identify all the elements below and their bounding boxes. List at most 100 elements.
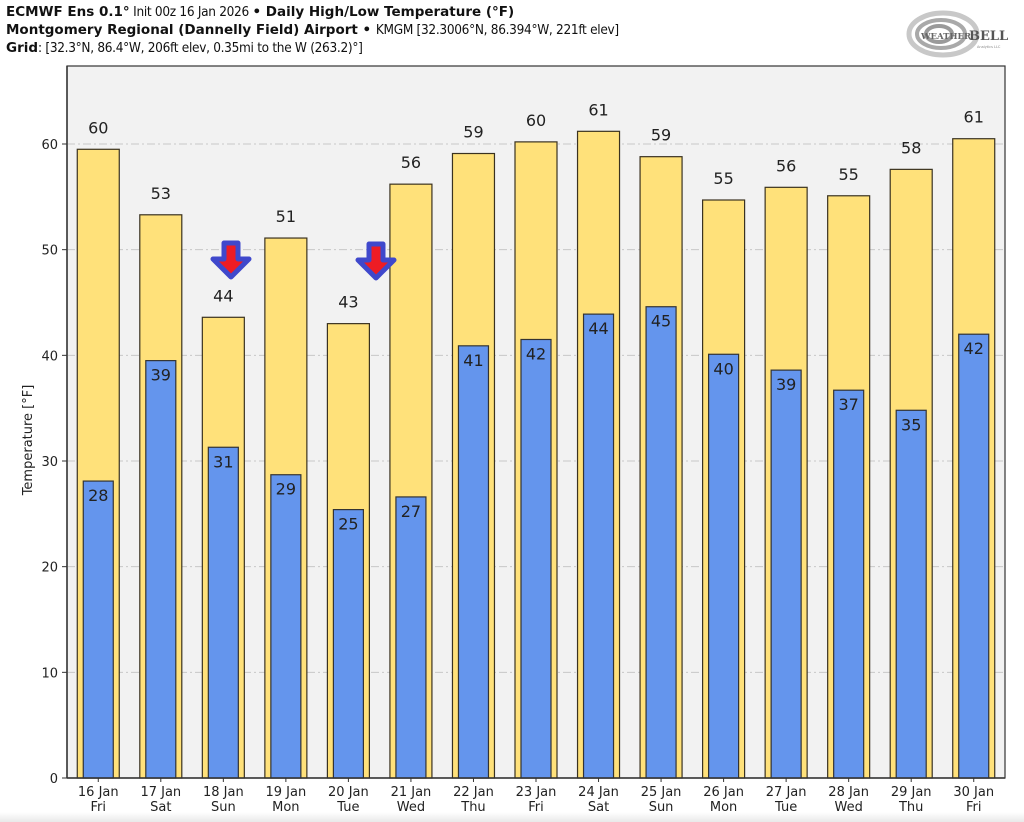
x-tick-date: 30 Jan	[953, 785, 994, 800]
separator: •	[252, 4, 262, 20]
x-tick-date: 17 Jan	[140, 785, 181, 800]
low-value-label: 42	[964, 339, 984, 358]
x-tick-date: 20 Jan	[328, 785, 369, 800]
bottom-edge	[0, 812, 1024, 822]
high-value-label: 61	[964, 108, 984, 127]
logo-text-weather: WEATHER	[920, 32, 972, 42]
header-line-3: Grid: [32.3°N, 86.4°W, 206ft elev, 0.35m…	[6, 39, 363, 57]
y-tick-label: 20	[41, 561, 58, 576]
station-detail: KMGM [32.3006°N, 86.394°W, 221ft elev]	[375, 22, 619, 38]
low-bar	[895, 409, 927, 779]
low-bar	[770, 369, 802, 779]
low-value-label: 31	[213, 452, 233, 471]
station-name: Montgomery Regional (Dannelly Field) Air…	[6, 22, 358, 38]
x-tick-date: 29 Jan	[891, 785, 932, 800]
x-tick-date: 28 Jan	[828, 785, 869, 800]
y-tick-label: 50	[41, 244, 58, 259]
high-value-label: 59	[463, 123, 483, 142]
high-value-label: 61	[588, 100, 608, 119]
low-bar	[332, 509, 364, 779]
x-tick-date: 21 Jan	[391, 785, 432, 800]
grid-detail: : [32.3°N, 86.4°W, 206ft elev, 0.35mi to…	[38, 40, 363, 56]
x-tick-weekday: Sun	[211, 800, 236, 815]
x-tick-date: 27 Jan	[766, 785, 807, 800]
x-tick-weekday: Tue	[336, 800, 359, 815]
x-tick-weekday: Thu	[460, 800, 485, 815]
x-tick-date: 23 Jan	[516, 785, 557, 800]
low-value-label: 44	[588, 319, 608, 338]
y-axis-label: Temperature [°F]	[21, 385, 36, 497]
low-series	[82, 306, 990, 779]
low-bar	[520, 338, 552, 779]
x-tick-weekday: Thu	[898, 800, 923, 815]
y-tick-label: 60	[41, 138, 58, 153]
low-value-label: 39	[151, 366, 171, 385]
axes	[62, 66, 1005, 782]
x-tick-weekday: Sun	[649, 800, 674, 815]
high-value-label: 55	[838, 165, 858, 184]
high-value-label: 59	[651, 126, 671, 145]
high-value-label: 60	[88, 118, 108, 137]
low-value-label: 29	[276, 480, 296, 499]
low-value-label: 45	[651, 312, 671, 331]
high-value-label: 58	[901, 138, 921, 157]
x-tick-weekday: Fri	[966, 800, 982, 815]
high-value-label: 43	[338, 293, 358, 312]
low-value-label: 39	[776, 375, 796, 394]
x-tick-weekday: Fri	[528, 800, 544, 815]
y-tick-label: 40	[41, 349, 58, 364]
high-value-label: 56	[776, 156, 796, 175]
x-tick-date: 22 Jan	[453, 785, 494, 800]
high-value-label: 55	[713, 169, 733, 188]
low-value-label: 40	[713, 359, 733, 378]
annotations	[210, 240, 397, 281]
init-time: Init 00z 16 Jan 2026	[129, 4, 253, 20]
y-tick-label: 0	[50, 772, 58, 787]
header-line-2: Montgomery Regional (Dannelly Field) Air…	[6, 21, 619, 39]
low-bar	[645, 306, 677, 779]
swirl-icon	[906, 10, 980, 58]
high-value-label: 51	[276, 207, 296, 226]
high-value-label: 60	[526, 111, 546, 130]
product-title: Daily High/Low Temperature (°F)	[261, 4, 515, 20]
x-tick-date: 16 Jan	[78, 785, 119, 800]
low-bar	[82, 480, 114, 779]
x-tick-date: 25 Jan	[641, 785, 682, 800]
low-bar	[145, 360, 177, 779]
header-line-1: ECMWF Ens 0.1° Init 00z 16 Jan 2026 • Da…	[6, 3, 514, 21]
low-bar	[207, 446, 239, 779]
x-tick-weekday: Mon	[710, 800, 737, 815]
logo-text-bell: BELL	[969, 29, 1008, 44]
low-value-label: 42	[526, 344, 546, 363]
separator: •	[357, 22, 376, 38]
low-value-label: 35	[901, 415, 921, 434]
high-value-label: 53	[151, 184, 171, 203]
x-tick-weekday: Sat	[588, 800, 609, 815]
down-arrow-icon	[210, 240, 252, 280]
down-arrow-icon	[355, 241, 397, 281]
x-tick-weekday: Sat	[150, 800, 171, 815]
low-bar	[457, 345, 490, 779]
x-tick-date: 24 Jan	[578, 785, 619, 800]
low-bar	[833, 389, 865, 779]
low-bar	[582, 313, 615, 779]
x-tick-weekday: Mon	[272, 800, 299, 815]
low-bar	[958, 333, 990, 779]
x-tick-date: 26 Jan	[703, 785, 744, 800]
low-value-label: 27	[401, 502, 421, 521]
x-tick-weekday: Tue	[774, 800, 797, 815]
x-tick-date: 19 Jan	[266, 785, 307, 800]
y-tick-labels: 0 10 20 30 40 50 60	[41, 138, 58, 787]
model-name: ECMWF Ens 0.1°	[6, 4, 130, 20]
low-bar	[395, 496, 427, 779]
low-value-label: 25	[338, 515, 358, 534]
y-tick-label: 30	[41, 455, 58, 470]
high-value-label: 44	[213, 286, 233, 305]
high-value-label: 56	[401, 153, 421, 172]
low-value-label: 41	[463, 351, 483, 370]
data-labels: 60 28 53 39 44 31 51 29 43 25 56 27 59 41 60 42 61 44 59 45…	[88, 100, 984, 533]
low-value-label: 28	[88, 486, 108, 505]
y-tick-label: 10	[41, 666, 58, 681]
